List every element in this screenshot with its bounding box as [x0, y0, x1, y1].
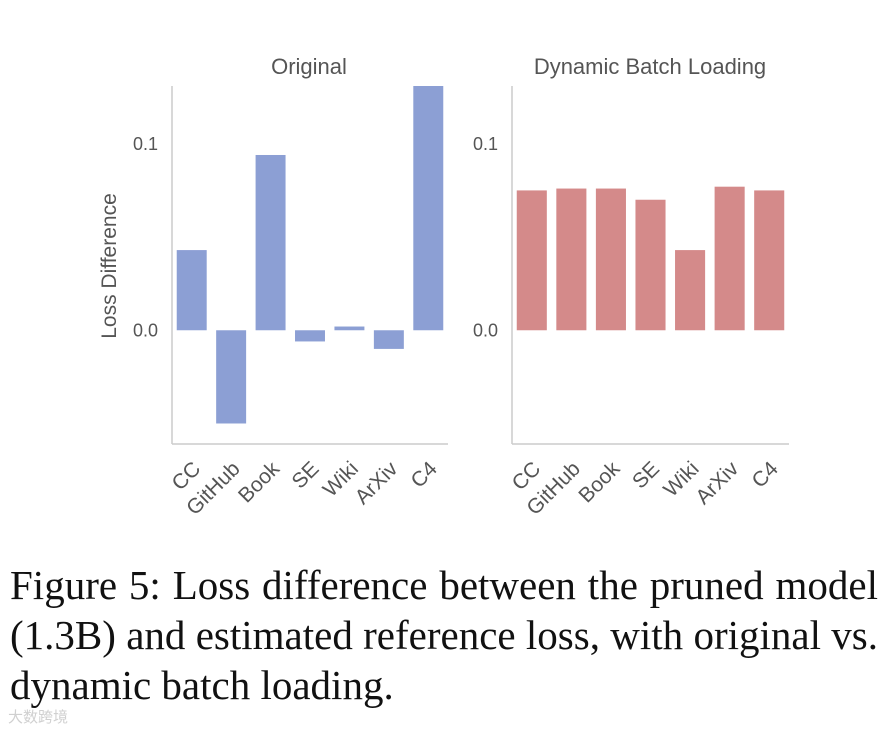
y-axis-label: Loss Difference [98, 193, 121, 339]
x-tick-label: SE [628, 457, 664, 493]
figure: Original Loss Difference 0.00.1CCGitHubB… [98, 54, 789, 520]
bar [754, 190, 785, 331]
bar [595, 188, 626, 331]
y-tick-label: 0.0 [133, 320, 158, 340]
bar [334, 326, 365, 331]
bar [295, 330, 325, 342]
x-tick-label: C4 [407, 457, 442, 492]
bar [516, 190, 547, 331]
x-tick-label: ArXiv [691, 457, 743, 509]
bar [413, 86, 444, 331]
y-tick-label: 0.1 [133, 134, 158, 154]
x-tick-label: ArXiv [351, 457, 403, 509]
figure-caption: Figure 5: Loss difference between the pr… [10, 562, 878, 708]
y-tick-label: 0.1 [473, 134, 498, 154]
x-tick-label: C4 [747, 457, 782, 492]
panel-title: Dynamic Batch Loading [534, 54, 766, 79]
panel-original: Original Loss Difference 0.00.1CCGitHubB… [98, 54, 448, 520]
bar [216, 330, 247, 424]
bar [176, 250, 207, 331]
bar [373, 330, 404, 349]
y-tick-label: 0.0 [473, 320, 498, 340]
bar [255, 154, 286, 331]
watermark: 大数跨境 [8, 708, 69, 726]
x-tick-label: SE [287, 457, 323, 493]
x-tick-label: Book [574, 457, 624, 507]
panel-title: Original [271, 54, 347, 79]
panel-dynamic-batch-loading: Dynamic Batch Loading 0.00.1CCGitHubBook… [473, 54, 789, 520]
x-tick-label: Book [234, 457, 284, 507]
bar [714, 186, 745, 331]
bar [635, 199, 666, 331]
bar [556, 188, 587, 331]
bar [675, 250, 706, 331]
